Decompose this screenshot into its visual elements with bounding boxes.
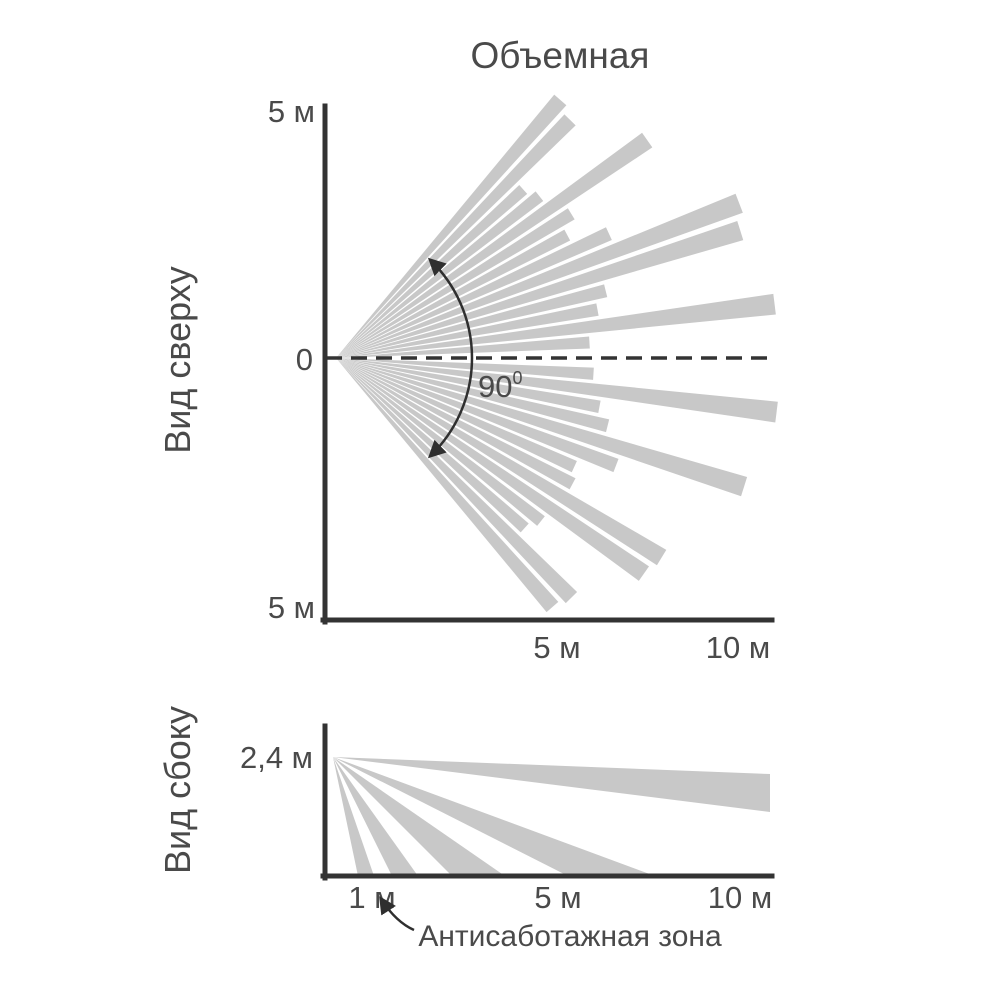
beam (336, 303, 599, 358)
top-view-x-label-5m: 5 м (533, 630, 580, 665)
side-view-x-label-5m: 5 м (534, 880, 581, 915)
beam (336, 358, 559, 613)
beam (336, 358, 594, 380)
beam (336, 358, 577, 473)
top-view: 900 5 м 0 5 м 5 м 10 м Вид сверху (157, 94, 778, 665)
diagram-title: Объемная (471, 35, 650, 76)
beam (336, 208, 575, 358)
top-view-x-label-10m: 10 м (706, 630, 770, 665)
beam (336, 336, 590, 358)
beam (333, 757, 505, 876)
beam (333, 757, 655, 876)
beam (333, 757, 770, 812)
beam (336, 358, 578, 604)
beam (336, 284, 608, 358)
beam (336, 114, 576, 358)
side-view: 2,4 м 1 м 5 м 10 м Вид сбоку Антисаботаж… (157, 706, 775, 953)
angle-label: 900 (478, 368, 523, 404)
detection-beams-side (333, 757, 770, 876)
top-view-title: Вид сверху (157, 266, 198, 454)
angle-degree-sign: 0 (512, 368, 522, 388)
beam (333, 757, 418, 876)
angle-value: 90 (478, 369, 512, 404)
top-view-y-label-zero: 0 (296, 342, 313, 377)
top-view-y-label-top: 5 м (268, 94, 315, 129)
beam (336, 358, 619, 473)
beam (336, 132, 653, 358)
beam (336, 94, 567, 359)
detection-beams-top (336, 94, 778, 613)
beam (336, 229, 571, 358)
side-view-height-label: 2,4 м (240, 740, 313, 775)
anti-sabotage-label: Антисаботажная зона (418, 920, 722, 953)
beam (336, 358, 667, 566)
beam (336, 358, 610, 433)
angle-arc (427, 257, 474, 459)
beam (333, 757, 374, 876)
beam (336, 227, 612, 358)
top-view-y-label-bottom: 5 м (268, 590, 315, 625)
side-view-title: Вид сбоку (157, 706, 198, 874)
side-view-x-label-10m: 10 м (708, 880, 772, 915)
anti-sabotage-arrow (379, 896, 415, 932)
beam (336, 358, 649, 581)
